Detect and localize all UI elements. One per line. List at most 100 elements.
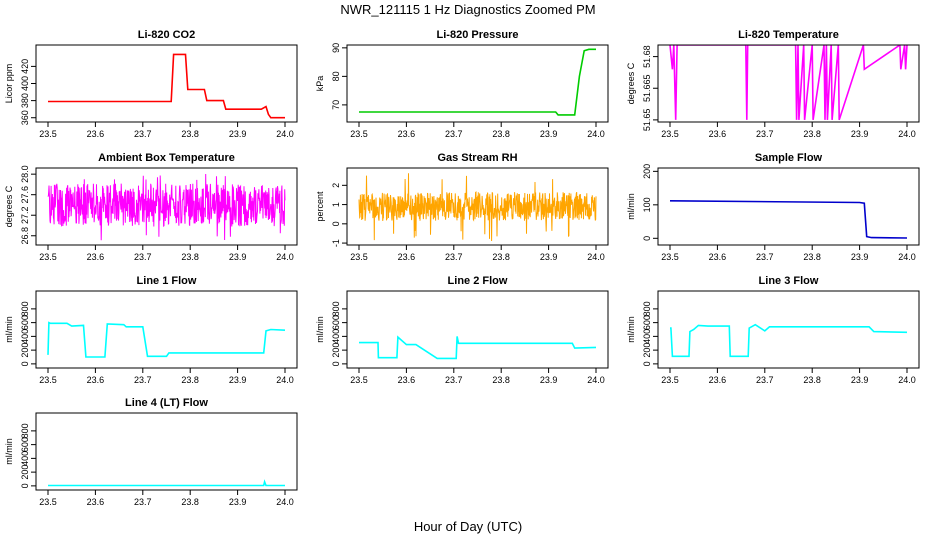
y-tick-label: 400 — [20, 451, 30, 466]
series-line — [359, 48, 596, 116]
x-tick-label: 23.5 — [39, 252, 57, 262]
plot-frame — [346, 44, 609, 123]
data-layer — [48, 53, 285, 119]
y-tick-label: 380 — [20, 93, 30, 108]
panel-1: Li-820 CO2 23.5 23.6 23.7 23.8 23.9 24.0 360 380… — [4, 29, 298, 139]
panels: Li-820 CO2 23.5 23.6 23.7 23.8 23.9 24.0 360 380… — [4, 29, 920, 507]
figure-title: NWR_121115 1 Hz Diagnostics Zoomed PM — [340, 2, 595, 17]
y-axis-label: Licor ppm — [4, 64, 14, 104]
y-tick-label: 800 — [331, 301, 341, 316]
panel-title: Gas Stream RH — [437, 152, 517, 164]
y-tick-label: 0 — [331, 221, 341, 226]
panel-5: Gas Stream RH 23.5 23.6 23.7 23.8 23.9 24.0 -1 0… — [315, 152, 609, 262]
y-tick-label: 800 — [20, 301, 30, 316]
panel-7: Line 1 Flow 23.5 23.6 23.7 23.8 23.9 24.0 0 2004… — [4, 275, 298, 385]
series-line — [359, 335, 597, 360]
y-tick-label: 0 — [20, 361, 30, 366]
x-tick-label: 23.7 — [445, 129, 463, 139]
panel-8: Line 2 Flow 23.5 23.6 23.7 23.8 23.9 24.0 0 2004… — [315, 275, 609, 385]
y-tick-label: 600 — [642, 315, 652, 330]
x-tick-label: 24.0 — [276, 252, 294, 262]
x-tick-label: 23.9 — [851, 375, 869, 385]
series-line — [47, 173, 286, 241]
data-layer — [48, 479, 285, 487]
plot-frame — [657, 44, 920, 123]
plot-frame — [35, 44, 298, 123]
plot-frame — [35, 167, 298, 246]
x-tick-label: 23.8 — [803, 129, 821, 139]
y-axis-label: degrees C — [626, 62, 636, 104]
y-tick-label: 27.2 — [20, 206, 30, 224]
panel-title: Li-820 Pressure — [437, 29, 519, 41]
x-tick-label: 24.0 — [276, 375, 294, 385]
series-line — [48, 53, 285, 119]
x-tick-label: 23.6 — [709, 129, 727, 139]
plot-frame — [346, 167, 609, 246]
x-tick-label: 23.9 — [851, 252, 869, 262]
panel-6: Sample Flow 23.5 23.6 23.7 23.8 23.9 24.0 0 100 2… — [626, 152, 920, 262]
data-layer — [669, 200, 908, 239]
panel-2: Li-820 Pressure 23.5 23.6 23.7 23.8 23.9 24.0 7… — [315, 29, 609, 139]
panel-title: Li-820 CO2 — [138, 29, 195, 41]
x-tick-label: 23.6 — [709, 252, 727, 262]
plot-frame — [657, 167, 920, 246]
y-tick-label: 600 — [20, 315, 30, 330]
y-tick-label: 400 — [20, 76, 30, 91]
y-axis-label: percent — [315, 191, 325, 222]
x-tick-label: 23.6 — [398, 252, 416, 262]
x-tick-label: 23.8 — [492, 252, 510, 262]
x-tick-label: 23.5 — [350, 375, 368, 385]
x-tick-label: 23.8 — [181, 129, 199, 139]
y-tick-label: 200 — [20, 465, 30, 480]
y-tick-label: 0 — [642, 236, 652, 241]
y-tick-label: 70 — [331, 100, 341, 110]
y-tick-label: 400 — [331, 329, 341, 344]
y-tick-label: 400 — [20, 329, 30, 344]
x-tick-label: 24.0 — [898, 252, 916, 262]
x-tick-label: 23.7 — [756, 375, 774, 385]
x-tick-label: 23.9 — [229, 497, 247, 507]
y-tick-label: 2 — [331, 183, 341, 188]
x-tick-label: 23.9 — [229, 252, 247, 262]
x-tick-label: 23.7 — [134, 375, 152, 385]
x-tick-label: 23.7 — [134, 129, 152, 139]
x-tick-label: 23.5 — [661, 252, 679, 262]
panel-title: Ambient Box Temperature — [98, 152, 235, 164]
x-tick-label: 23.5 — [39, 497, 57, 507]
y-tick-label: 0 — [331, 361, 341, 366]
plot-frame — [657, 290, 920, 369]
x-tick-label: 23.8 — [492, 129, 510, 139]
x-tick-label: 24.0 — [587, 375, 605, 385]
x-tick-label: 23.6 — [398, 129, 416, 139]
y-tick-label: 0 — [20, 483, 30, 488]
y-tick-label: 200 — [642, 343, 652, 358]
y-tick-label: 51.65 — [642, 109, 652, 132]
y-axis-label: ml/min — [626, 193, 636, 220]
series-line — [48, 479, 285, 487]
x-tick-label: 23.8 — [181, 375, 199, 385]
y-tick-label: 26.8 — [20, 227, 30, 245]
series-line — [669, 45, 908, 121]
panel-4: Ambient Box Temperature 23.5 23.6 23.7 23.8 2… — [4, 152, 298, 262]
x-tick-label: 23.6 — [87, 129, 105, 139]
x-tick-label: 23.6 — [87, 497, 105, 507]
data-layer — [47, 321, 286, 358]
x-tick-label: 23.9 — [229, 129, 247, 139]
y-axis-label: ml/min — [626, 316, 636, 343]
data-layer — [359, 48, 596, 116]
y-tick-label: 200 — [20, 343, 30, 358]
x-tick-label: 23.9 — [540, 252, 558, 262]
y-tick-label: 600 — [20, 437, 30, 452]
x-tick-label: 24.0 — [276, 497, 294, 507]
panel-title: Line 1 Flow — [137, 275, 197, 287]
series-line — [47, 321, 286, 358]
panel-3: Li-820 Temperature 23.5 23.6 23.7 23.8 23.9 24… — [626, 29, 920, 139]
x-tick-label: 24.0 — [898, 129, 916, 139]
y-tick-label: 51.68 — [642, 45, 652, 68]
y-tick-label: 80 — [331, 71, 341, 81]
plot-frame — [346, 290, 609, 369]
x-tick-label: 23.6 — [87, 375, 105, 385]
panel-title: Line 4 (LT) Flow — [125, 397, 208, 409]
x-tick-label: 23.7 — [445, 252, 463, 262]
x-tick-label: 23.7 — [134, 252, 152, 262]
